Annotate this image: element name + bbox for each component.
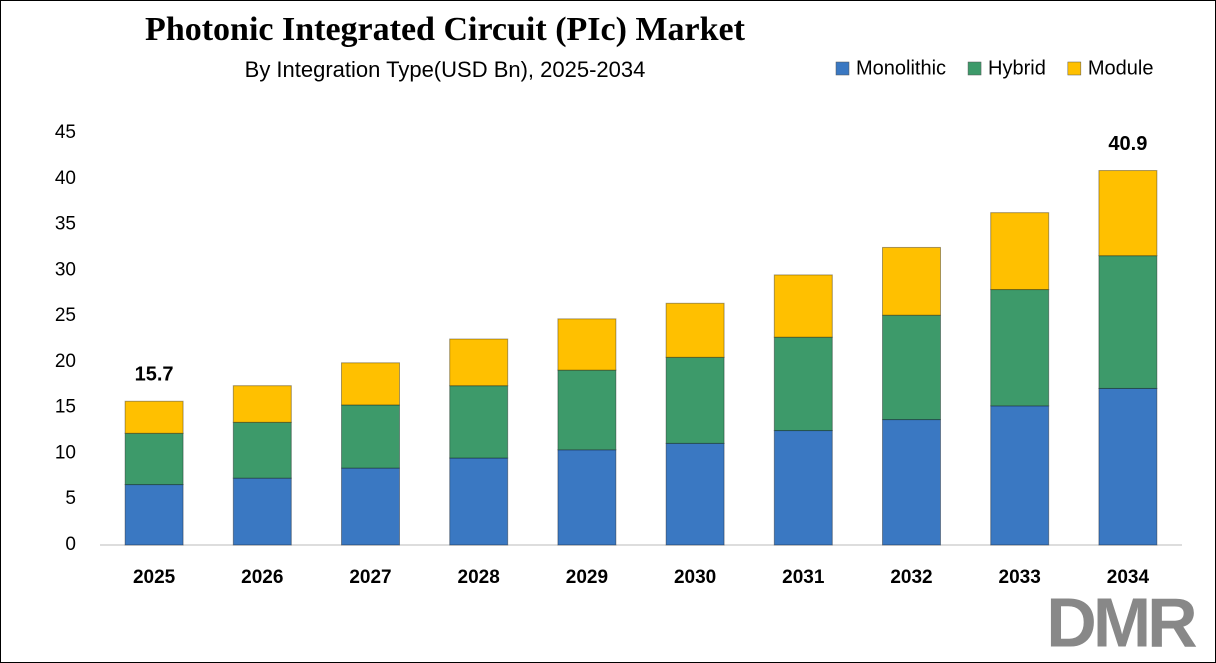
legend-swatch xyxy=(835,61,850,76)
bar-segment xyxy=(557,318,617,371)
legend-label: Module xyxy=(1088,57,1154,79)
bar-segment xyxy=(232,421,292,479)
bar-segment xyxy=(341,362,400,406)
x-tick-label: 2032 xyxy=(890,567,932,588)
x-tick-label: 2030 xyxy=(674,567,716,588)
x-tick-label: 2033 xyxy=(999,567,1041,588)
bar-segment xyxy=(990,289,1050,407)
x-tick-label: 2029 xyxy=(566,567,608,588)
bar-segment xyxy=(232,385,292,423)
total-label: 15.7 xyxy=(135,364,174,386)
bar-segment xyxy=(773,430,833,546)
bar-segment xyxy=(341,467,400,546)
logo: DMR xyxy=(1046,583,1197,661)
x-tick-label: 2025 xyxy=(133,567,176,588)
x-tick-label: 2028 xyxy=(458,567,500,588)
bar-segment xyxy=(1098,387,1158,546)
bar-segment xyxy=(665,302,725,358)
y-tick-label: 40 xyxy=(55,168,76,189)
x-tick-label: 2031 xyxy=(782,567,825,588)
bar-segment xyxy=(882,246,941,316)
bar-segment xyxy=(557,369,617,451)
x-tick-label: 2027 xyxy=(349,567,391,588)
y-tick-label: 25 xyxy=(55,305,76,326)
bar-segment xyxy=(773,274,833,338)
total-label: 40.9 xyxy=(1108,133,1147,155)
bar-segment xyxy=(449,338,509,387)
bar-segment xyxy=(990,212,1050,291)
bar-segment xyxy=(124,432,184,486)
x-tick-label: 2026 xyxy=(241,567,283,588)
bar-segment xyxy=(232,477,292,546)
bar-segment xyxy=(557,449,617,546)
x-tick-label: 2034 xyxy=(1107,567,1150,588)
bar-segment xyxy=(1098,170,1158,257)
bar-segment xyxy=(341,404,400,469)
chart-title: Photonic Integrated Circuit (PIc) Market xyxy=(145,11,746,48)
legend-label: Monolithic xyxy=(856,57,946,79)
bar-segment xyxy=(882,419,941,546)
y-tick-label: 5 xyxy=(65,488,76,509)
legend-swatch xyxy=(967,61,982,76)
y-tick-label: 0 xyxy=(65,534,76,555)
y-tick-label: 15 xyxy=(55,397,76,418)
bar-segment xyxy=(124,400,184,434)
bar-segment xyxy=(665,356,725,444)
bar-segment xyxy=(990,405,1050,546)
y-tick-label: 35 xyxy=(55,214,76,235)
y-tick-label: 30 xyxy=(55,259,76,280)
bar-segment xyxy=(449,457,509,546)
chart-subtitle: By Integration Type(USD Bn), 2025-2034 xyxy=(245,57,646,82)
legend-swatch xyxy=(1067,61,1082,76)
bar-segment xyxy=(882,314,941,421)
bar-segment xyxy=(124,484,184,546)
bar-segment xyxy=(665,442,725,546)
bar-segment xyxy=(773,336,833,432)
legend-label: Hybrid xyxy=(988,57,1046,79)
y-tick-label: 20 xyxy=(55,351,76,372)
y-tick-label: 45 xyxy=(55,122,76,143)
bar-segment xyxy=(449,385,509,459)
bar-segment xyxy=(1098,255,1158,389)
y-tick-label: 10 xyxy=(55,442,76,463)
